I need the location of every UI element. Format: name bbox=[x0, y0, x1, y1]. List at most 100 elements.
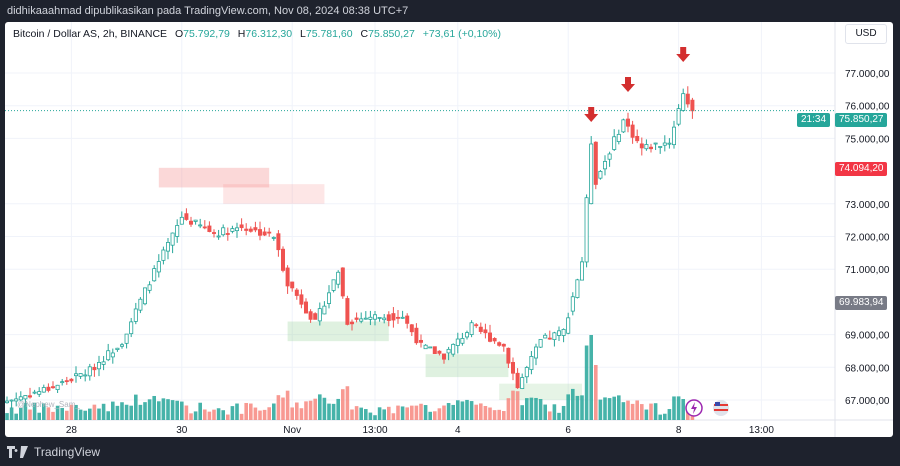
y-tick-label: 73.000,00 bbox=[845, 200, 890, 211]
volume-bar bbox=[548, 411, 552, 420]
volume-bar bbox=[359, 407, 363, 420]
volume-bar bbox=[88, 408, 92, 420]
volume-bar bbox=[327, 403, 331, 420]
candle-body bbox=[441, 353, 446, 360]
volume-bar bbox=[249, 403, 253, 420]
candle-body bbox=[464, 332, 469, 338]
candle-body bbox=[308, 311, 313, 320]
volume-bar bbox=[55, 405, 60, 420]
candle-body bbox=[584, 197, 589, 263]
candle-body bbox=[428, 346, 433, 349]
candle-body bbox=[368, 316, 373, 320]
volume-bar bbox=[106, 411, 110, 420]
volume-bar bbox=[350, 409, 354, 420]
candle-body bbox=[322, 305, 327, 315]
volume-bar bbox=[667, 409, 672, 420]
volume-bar bbox=[469, 401, 474, 420]
volume-bar bbox=[42, 403, 46, 420]
candle-body bbox=[497, 342, 502, 346]
volume-bar bbox=[465, 399, 469, 420]
volume-bar bbox=[124, 404, 129, 420]
candle-body bbox=[110, 352, 115, 358]
candle-body bbox=[589, 143, 594, 205]
volume-bar bbox=[391, 413, 396, 420]
candle-body bbox=[92, 366, 97, 371]
candle-body bbox=[598, 171, 603, 179]
price-chart[interactable]: 77.000,00 76.000,00 75.000,00 73.000,00 72.0… bbox=[5, 22, 893, 437]
candle-body bbox=[391, 313, 396, 321]
volume-bar bbox=[5, 413, 9, 420]
volume-bar bbox=[649, 403, 653, 420]
candle-body bbox=[5, 400, 9, 404]
volume-bar bbox=[663, 413, 667, 420]
candle-body bbox=[616, 133, 621, 142]
volume-bar bbox=[644, 409, 649, 420]
candle-body bbox=[483, 329, 488, 334]
candle-body bbox=[676, 108, 681, 125]
candle-body bbox=[170, 232, 175, 246]
candle-body bbox=[64, 380, 69, 383]
candle-body bbox=[557, 330, 562, 336]
candle-body bbox=[18, 396, 23, 401]
volume-bar bbox=[101, 403, 106, 420]
candle-body bbox=[120, 344, 125, 347]
gray-level-label: 69.983,94 bbox=[835, 296, 887, 310]
candle-body bbox=[290, 281, 295, 289]
volume-bar bbox=[216, 408, 221, 420]
volume-bar bbox=[387, 406, 391, 420]
red-level-label: 74.094,20 bbox=[835, 162, 887, 176]
candle-body bbox=[221, 227, 226, 236]
low-value: 75.781,60 bbox=[305, 28, 353, 40]
volume-bar bbox=[129, 405, 133, 420]
volume-bar bbox=[414, 405, 419, 420]
candle-body bbox=[570, 296, 575, 312]
currency-button[interactable]: USD bbox=[845, 24, 887, 44]
candle-body bbox=[630, 124, 635, 138]
y-tick-label: 69.000,00 bbox=[845, 331, 890, 342]
volume-bar bbox=[557, 412, 561, 420]
volume-bar bbox=[529, 397, 534, 420]
candle-body bbox=[658, 146, 663, 148]
candle-body bbox=[414, 327, 419, 344]
volume-bar bbox=[14, 413, 18, 420]
volume-bar bbox=[419, 403, 423, 420]
candle-body bbox=[184, 213, 189, 220]
x-tick-label: 30 bbox=[176, 425, 188, 436]
y-tick-label: 75.000,00 bbox=[845, 134, 890, 145]
volume-bar bbox=[543, 404, 547, 420]
candle-body bbox=[510, 362, 515, 374]
candle-body bbox=[437, 350, 442, 354]
volume-bar bbox=[230, 406, 235, 420]
flag-canton bbox=[715, 402, 720, 406]
candle-body bbox=[124, 333, 129, 344]
candle-body bbox=[234, 227, 239, 232]
candle-body bbox=[267, 231, 272, 234]
candle-body bbox=[244, 228, 249, 231]
chart-frame[interactable]: Bitcoin / Dollar AS, 2h, BINANCE O75.792… bbox=[5, 22, 893, 437]
candle-body bbox=[515, 372, 520, 389]
volume-bar bbox=[318, 394, 322, 420]
volume-bar bbox=[589, 335, 593, 420]
candle-body bbox=[142, 287, 147, 305]
candle-body bbox=[575, 279, 580, 298]
candle-body bbox=[626, 118, 631, 127]
volume-bar bbox=[37, 412, 41, 420]
candle-body bbox=[446, 348, 451, 354]
volume-bar bbox=[368, 412, 373, 420]
volume-bar bbox=[51, 411, 55, 420]
open-label: O bbox=[174, 28, 184, 40]
candle-body bbox=[202, 226, 207, 229]
volume-bar bbox=[626, 400, 630, 420]
volume-bar bbox=[460, 401, 465, 420]
volume-bar bbox=[594, 365, 598, 420]
candle-body bbox=[74, 373, 79, 377]
candle-body bbox=[225, 233, 230, 235]
y-tick-label: 77.000,00 bbox=[845, 69, 890, 80]
candle-body bbox=[27, 395, 32, 398]
volume-bar bbox=[134, 394, 138, 420]
candle-body bbox=[326, 292, 331, 304]
volume-bar bbox=[341, 389, 345, 420]
volume-bar bbox=[290, 407, 294, 420]
volume-bar bbox=[32, 402, 37, 420]
volume-bar bbox=[584, 345, 589, 420]
